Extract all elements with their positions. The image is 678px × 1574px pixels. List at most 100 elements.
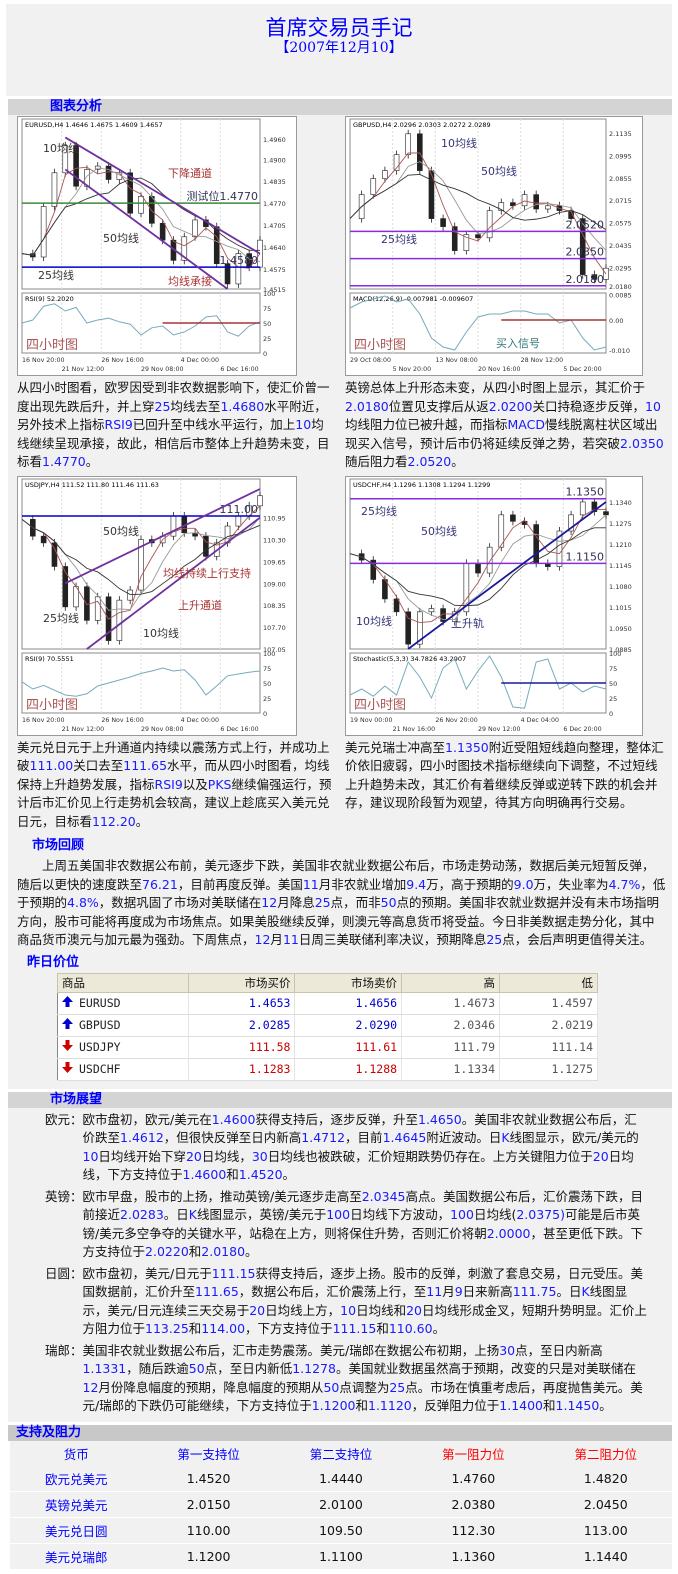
chart-annotation: 下降通道	[168, 166, 212, 180]
indicator-tick-label: 0.0085	[609, 292, 632, 300]
price-table: 商品 市场买价 市场卖价高低 EURUSD 1.4653 1.4656 1.4673 1.4…	[57, 972, 598, 1081]
section-title-prices: 昨日价位	[27, 954, 80, 970]
candle	[116, 599, 123, 641]
candle	[510, 202, 516, 207]
channel-line	[64, 487, 261, 584]
indicator-tick-label: -0.010	[609, 347, 630, 355]
x-tick-label: 6 Dec 16:00	[220, 366, 258, 373]
candle	[127, 589, 133, 600]
y-tick-label: 2.0855	[609, 175, 632, 183]
chart-annotation: 50均线	[421, 524, 457, 538]
candle	[40, 206, 47, 258]
y-tick-label: 2.0995	[609, 152, 632, 160]
candle	[463, 234, 470, 251]
candle	[62, 145, 69, 174]
outlook-item: 日圆： 欧市盘初，美元/日元于111.15获得支持后，逐步上扬。股市的反弹，刺激了…	[8, 1264, 672, 1341]
chart-cell: EURUSD,H4 1.4646 1.4675 1.4609 1.4657 1.4…	[8, 116, 338, 376]
sr-value: 2.0380	[407, 1491, 540, 1518]
candle	[393, 598, 400, 612]
y-tick-label: 1.4960	[263, 136, 286, 144]
sr-value: 1.4820	[539, 1465, 672, 1492]
bid: 111.58	[188, 1036, 296, 1059]
currency-pair: 欧元兑美元	[10, 1465, 143, 1492]
y-tick-label: 110.95	[263, 514, 286, 522]
high: 111.79	[401, 1036, 500, 1059]
moving-average-line	[21, 505, 261, 620]
price-col-header: 高	[401, 972, 500, 993]
indicator-tick-label: 25	[263, 695, 271, 703]
timeframe-label: 四小时图	[26, 338, 78, 353]
analysis-usdjpy: 美元兑日元于上升通道内持续以震荡方式上行，并成功上破111.00关口去至111.…	[17, 739, 332, 829]
chart-annotation: 10均线	[356, 614, 392, 628]
x-tick-label: 16 Nov 20:00	[22, 357, 64, 364]
candle	[533, 194, 539, 210]
currency-pair: 美元兑瑞郎	[10, 1543, 143, 1570]
arrow-up-icon	[62, 996, 73, 1010]
indicator-name: RSI(9) 70.5551	[25, 655, 74, 663]
x-tick-label: 19 Nov 00:00	[350, 717, 392, 724]
sr-row: 美元兑瑞郎 1.1200 1.1100 1.1360 1.1440	[10, 1543, 672, 1570]
y-tick-label: 2.1135	[609, 130, 632, 138]
low: 2.0219	[499, 1014, 598, 1037]
x-tick-label: 21 Nov 16:00	[393, 726, 435, 733]
symbol: USDCHF	[79, 1061, 121, 1076]
candle	[475, 562, 481, 573]
y-tick-label: 109.65	[263, 558, 286, 566]
chart-title: EURUSD,H4 1.4646 1.4675 1.4609 1.4657	[25, 121, 163, 129]
chart-cell: USDJPY,H4 111.52 111.80 111.46 111.63 110…	[8, 475, 338, 736]
sr-col-header: 第一阻力位	[407, 1440, 540, 1466]
currency-pair: 美元兑日圆	[10, 1517, 143, 1544]
candle	[568, 514, 574, 531]
channel-line	[64, 168, 229, 290]
y-tick-label: 2.0435	[609, 242, 632, 250]
high: 1.1334	[401, 1058, 500, 1081]
indicator-tick-label: 0	[263, 350, 267, 358]
outlook-label: 欧元：	[45, 1111, 83, 1127]
outlook-label: 瑞郎：	[45, 1342, 83, 1358]
candle	[521, 520, 528, 525]
timeframe-label: 四小时图	[354, 698, 406, 713]
moving-average-line	[349, 152, 607, 275]
candle	[475, 234, 481, 239]
x-tick-label: 21 Nov 12:00	[62, 366, 104, 373]
y-tick-label: 1.4640	[263, 244, 286, 252]
low: 1.4597	[499, 992, 598, 1015]
y-tick-label: 107.05	[263, 646, 286, 654]
sr-value: 112.30	[407, 1517, 540, 1544]
candle	[451, 226, 458, 251]
candle	[510, 514, 516, 522]
candle	[440, 607, 446, 622]
x-tick-label: 26 Nov 16:00	[101, 357, 143, 364]
indicator-tick-label: 50	[609, 680, 617, 688]
y-tick-label: 1.4900	[263, 156, 286, 164]
candle	[235, 515, 242, 526]
outlook-panel: 欧元： 欧市盘初，欧元/美元在1.4600获得支持后，逐步反弹，升至1.4650。…	[8, 1107, 672, 1422]
candle	[405, 133, 411, 155]
indicator-tick-label: 75	[263, 665, 271, 673]
y-tick-label: 1.1145	[609, 561, 632, 569]
outlook-item: 欧元： 欧市盘初，欧元/美元在1.4600获得支持后，逐步反弹，升至1.4650。…	[8, 1110, 672, 1187]
bid: 2.0285	[188, 1014, 296, 1037]
candle	[498, 202, 505, 211]
chart-annotation: 25均线	[381, 232, 417, 246]
chart-annotation: 25均线	[361, 504, 397, 518]
x-tick-label: 16 Nov 20:00	[22, 717, 64, 724]
channel-line	[64, 136, 261, 255]
moving-average-line	[21, 166, 261, 269]
candle	[428, 170, 435, 219]
sr-value: 2.0150	[142, 1491, 275, 1518]
sr-value: 113.00	[539, 1517, 672, 1544]
outlook-text: 欧市早盘，股市的上扬，推动英镑/美元逐步走高至2.0345高点。美国数据公布后，…	[82, 1188, 643, 1260]
candle	[62, 565, 69, 607]
y-tick-label: 2.0575	[609, 220, 632, 228]
y-tick-label: 110.30	[263, 536, 286, 544]
candle	[257, 494, 263, 506]
y-tick-label: 1.1015	[609, 603, 632, 611]
y-tick-label: 1.4705	[263, 222, 286, 230]
symbol: GBPUSD	[79, 1017, 121, 1032]
indicator-name: RSI(9) 52.2020	[25, 295, 74, 303]
x-tick-label: 4 Dec 00:00	[181, 357, 219, 364]
y-tick-label: 1.1210	[609, 540, 632, 548]
candle	[428, 607, 435, 612]
bid: 1.4653	[188, 992, 296, 1015]
